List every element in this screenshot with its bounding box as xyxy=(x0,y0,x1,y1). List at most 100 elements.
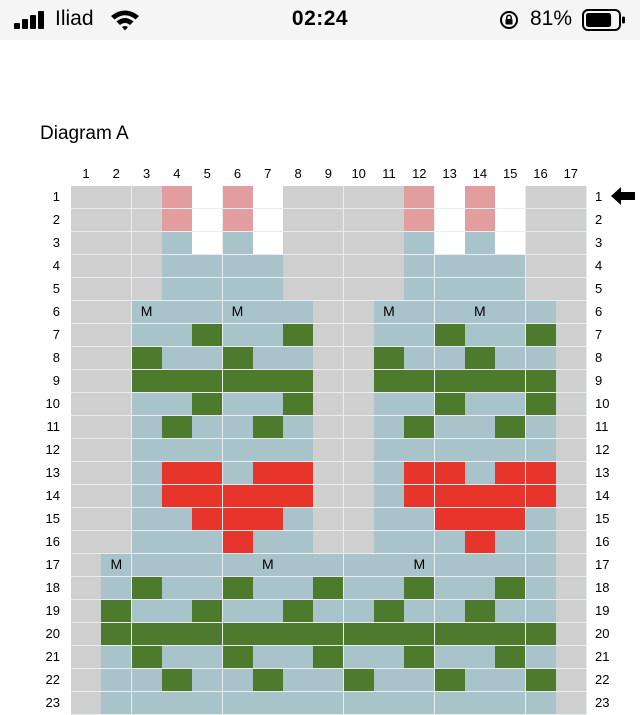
chart-cell xyxy=(434,232,466,255)
chart-cell xyxy=(464,623,496,646)
chart-cell xyxy=(161,416,193,439)
chart-cell xyxy=(313,439,345,462)
chart-cell xyxy=(374,255,405,278)
chart-cell xyxy=(495,692,527,715)
chart-cell xyxy=(434,209,466,232)
row-number-left: 13 xyxy=(45,465,60,480)
chart-cell xyxy=(404,416,436,439)
chart-cell xyxy=(101,669,133,692)
chart-cell xyxy=(495,462,527,485)
chart-cell xyxy=(131,692,163,715)
chart-cell xyxy=(495,508,527,531)
chart-cell xyxy=(131,416,163,439)
chart-cell xyxy=(101,393,133,416)
chart-cell xyxy=(71,554,102,577)
chart-cell xyxy=(131,462,163,485)
chart-cell xyxy=(495,554,527,577)
chart-cell xyxy=(495,416,527,439)
chart-cell xyxy=(222,232,254,255)
chart-cell xyxy=(161,439,193,462)
chart-cell xyxy=(131,393,163,416)
chart-cell xyxy=(252,301,284,324)
chart-cell xyxy=(131,209,163,232)
chart-cell xyxy=(555,324,587,347)
chart-cell xyxy=(131,232,163,255)
row-number-right: 4 xyxy=(595,258,603,273)
chart-cell xyxy=(464,255,496,278)
column-number: 10 xyxy=(351,166,366,181)
chart-cell xyxy=(101,347,133,370)
row-number-left: 17 xyxy=(45,557,60,572)
chart-cell xyxy=(404,462,436,485)
chart-cell xyxy=(464,232,496,255)
chart-cell xyxy=(101,600,133,623)
chart-cell xyxy=(252,209,284,232)
chart-cell xyxy=(252,370,284,393)
chart-cell xyxy=(192,439,224,462)
chart-cell xyxy=(525,347,557,370)
chart-cell xyxy=(222,416,254,439)
chart-cell xyxy=(283,186,315,209)
chart-cell xyxy=(161,209,193,232)
chart-cell xyxy=(101,692,133,715)
chart-cell xyxy=(555,623,587,646)
row-number-right: 18 xyxy=(595,580,610,595)
chart-cell xyxy=(313,600,345,623)
chart-cell xyxy=(252,531,284,554)
chart-cell xyxy=(313,324,345,347)
chart-cell xyxy=(404,370,436,393)
chart-cell xyxy=(283,508,315,531)
chart-cell xyxy=(101,439,133,462)
chart-cell xyxy=(555,370,587,393)
chart-cell xyxy=(71,623,102,646)
chart-cell xyxy=(343,186,375,209)
chart-cell xyxy=(252,462,284,485)
chart-cell xyxy=(222,600,254,623)
chart-cell xyxy=(434,485,466,508)
row-number-right: 15 xyxy=(595,511,610,526)
chart-cell xyxy=(374,554,405,577)
chart-cell xyxy=(495,301,527,324)
row-number-left: 14 xyxy=(45,488,60,503)
column-number: 5 xyxy=(203,166,211,181)
chart-cell xyxy=(434,416,466,439)
chart-cell xyxy=(525,324,557,347)
chart-cell xyxy=(374,692,405,715)
chart-cell xyxy=(131,439,163,462)
chart-cell xyxy=(555,439,587,462)
chart-cell xyxy=(434,577,466,600)
chart-cell xyxy=(464,692,496,715)
chart-cell xyxy=(525,255,557,278)
chart-cell xyxy=(192,692,224,715)
chart-cell xyxy=(525,232,557,255)
carrier-name: Iliad xyxy=(55,7,94,30)
row-number-right: 7 xyxy=(595,327,603,342)
chart-cell xyxy=(434,692,466,715)
chart-cell xyxy=(495,669,527,692)
chart-cell xyxy=(192,370,224,393)
chart-cell xyxy=(252,623,284,646)
chart-cell xyxy=(192,554,224,577)
chart-cell xyxy=(101,485,133,508)
chart-cell xyxy=(464,669,496,692)
chart-cell xyxy=(464,209,496,232)
chart-cell xyxy=(283,646,315,669)
chart-cell xyxy=(192,278,224,301)
chart-cell xyxy=(313,577,345,600)
column-number: 14 xyxy=(472,166,488,181)
chart-cell xyxy=(404,669,436,692)
battery-icon xyxy=(582,9,625,31)
chart-cell xyxy=(343,301,375,324)
chart-cell xyxy=(71,462,102,485)
chart-cell xyxy=(222,370,254,393)
row-number-left: 2 xyxy=(52,212,60,227)
chart-cell xyxy=(495,600,527,623)
row-number-right: 11 xyxy=(595,419,609,434)
chart-cell xyxy=(343,462,375,485)
chart-cell: M xyxy=(131,301,163,324)
row-number-right: 16 xyxy=(595,534,610,549)
row-number-right: 9 xyxy=(595,373,603,388)
chart-cell xyxy=(464,577,496,600)
chart-cell xyxy=(434,600,466,623)
row-number-left: 1 xyxy=(52,189,60,204)
